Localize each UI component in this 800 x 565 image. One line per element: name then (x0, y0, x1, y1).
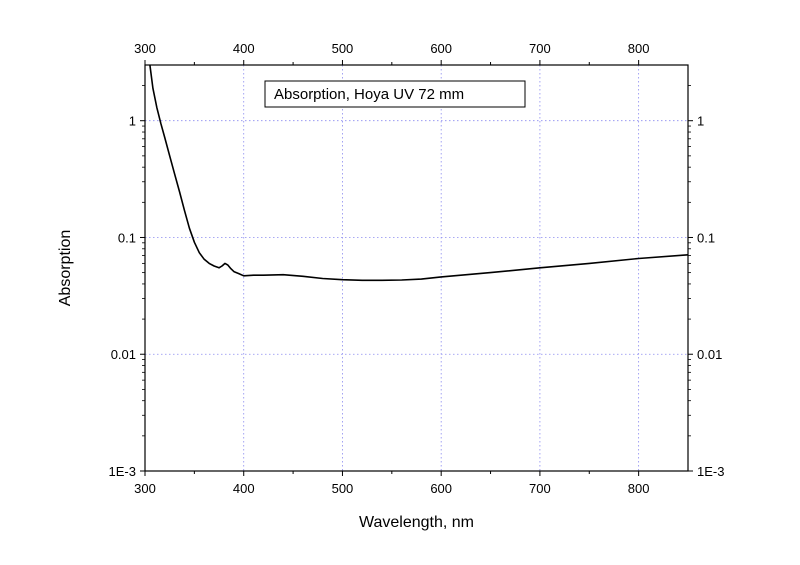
y-right-tick-label: 0.01 (697, 347, 722, 362)
x-top-tick-label: 400 (233, 41, 255, 56)
axis-ticks: 300 300 400 400 500 500 600 600 700 700 800 800 1E-3… (109, 41, 725, 496)
y-axis-title: Absorption (57, 230, 74, 307)
y-right-tick-label: 1 (697, 114, 704, 129)
y-right-tick-label: 0.1 (697, 230, 715, 245)
x-tick-label: 700 (529, 481, 551, 496)
grid-lines (145, 65, 688, 471)
x-axis-title: Wavelength, nm (359, 514, 474, 531)
x-tick-label: 300 (134, 481, 156, 496)
x-tick-label: 400 (233, 481, 255, 496)
x-top-tick-label: 500 (332, 41, 354, 56)
x-tick-label: 600 (430, 481, 452, 496)
x-top-tick-label: 700 (529, 41, 551, 56)
legend-box: Absorption, Hoya UV 72 mm (264, 80, 526, 108)
x-top-tick-label: 800 (628, 41, 650, 56)
series-layer (149, 64, 689, 282)
x-top-tick-label: 600 (430, 41, 452, 56)
x-tick-label: 500 (332, 481, 354, 496)
plot-frame (144, 64, 689, 472)
y-tick-label: 1E-3 (109, 464, 136, 479)
x-tick-label: 800 (628, 481, 650, 496)
y-tick-label: 0.01 (111, 347, 136, 362)
legend-frame (264, 80, 526, 108)
x-top-tick-label: 300 (134, 41, 156, 56)
y-tick-label: 1 (129, 114, 136, 129)
legend-label: Absorption, Hoya UV 72 mm (274, 86, 464, 103)
series-line-absorption (149, 64, 689, 282)
y-tick-label: 0.1 (118, 230, 136, 245)
y-right-tick-label: 1E-3 (697, 464, 724, 479)
